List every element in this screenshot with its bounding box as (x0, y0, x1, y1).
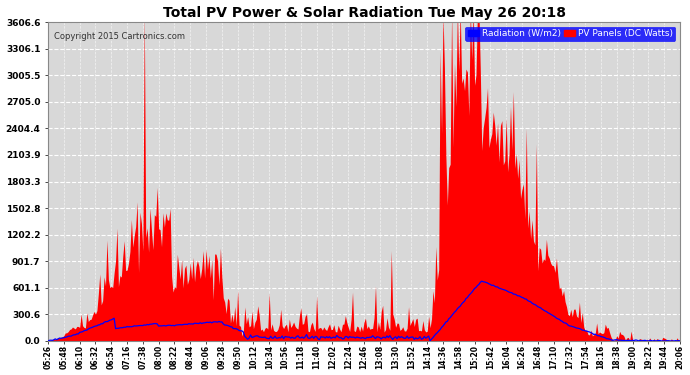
Title: Total PV Power & Solar Radiation Tue May 26 20:18: Total PV Power & Solar Radiation Tue May… (163, 6, 566, 20)
Text: Copyright 2015 Cartronics.com: Copyright 2015 Cartronics.com (55, 32, 186, 40)
Legend: Radiation (W/m2), PV Panels (DC Watts): Radiation (W/m2), PV Panels (DC Watts) (465, 27, 676, 41)
